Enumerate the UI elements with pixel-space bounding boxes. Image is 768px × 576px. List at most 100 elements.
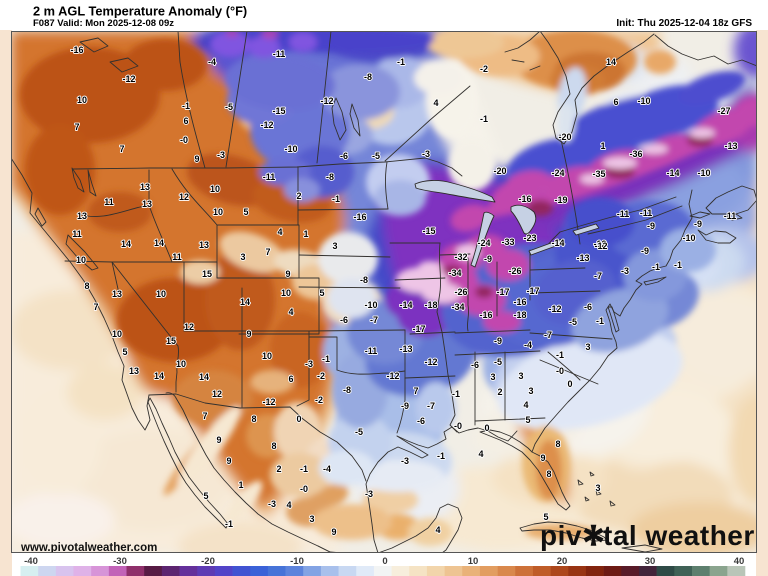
svg-text:-20: -20 — [493, 166, 506, 176]
svg-text:-6: -6 — [584, 302, 592, 312]
svg-text:3: 3 — [528, 386, 533, 396]
svg-text:6: 6 — [288, 374, 293, 384]
svg-text:-23: -23 — [523, 233, 536, 243]
svg-text:15: 15 — [166, 336, 176, 346]
svg-text:4: 4 — [288, 307, 293, 317]
svg-text:-3: -3 — [401, 456, 409, 466]
svg-text:-8: -8 — [326, 172, 334, 182]
svg-text:10: 10 — [77, 95, 87, 105]
svg-text:3: 3 — [309, 514, 314, 524]
svg-text:1: 1 — [238, 480, 243, 490]
svg-text:-16: -16 — [513, 297, 526, 307]
svg-text:-15: -15 — [272, 106, 285, 116]
svg-text:2 m AGL Temperature Anomaly (°: 2 m AGL Temperature Anomaly (°F) — [33, 4, 247, 19]
svg-text:-12: -12 — [262, 397, 275, 407]
svg-text:-14: -14 — [666, 168, 679, 178]
svg-text:-16: -16 — [70, 45, 83, 55]
svg-text:-0: -0 — [556, 366, 564, 376]
svg-text:1: 1 — [303, 229, 308, 239]
svg-text:-1: -1 — [225, 519, 233, 529]
svg-text:4: 4 — [433, 98, 438, 108]
svg-text:-9: -9 — [641, 246, 649, 256]
svg-text:-1: -1 — [397, 57, 405, 67]
svg-text:-5: -5 — [569, 317, 577, 327]
svg-text:9: 9 — [226, 456, 231, 466]
svg-text:14: 14 — [121, 239, 131, 249]
svg-text:-3: -3 — [268, 499, 276, 509]
svg-text:4: 4 — [286, 500, 291, 510]
svg-text:6: 6 — [613, 97, 618, 107]
svg-text:-12: -12 — [386, 371, 399, 381]
svg-text:10: 10 — [156, 289, 166, 299]
svg-text:10: 10 — [213, 207, 223, 217]
svg-text:-20: -20 — [558, 132, 571, 142]
svg-text:-14: -14 — [399, 300, 412, 310]
svg-text:-33: -33 — [501, 237, 514, 247]
svg-text:13: 13 — [199, 240, 209, 250]
svg-text:-12: -12 — [594, 241, 607, 251]
svg-text:9: 9 — [216, 435, 221, 445]
svg-text:12: 12 — [184, 322, 194, 332]
svg-text:piv: piv — [540, 520, 582, 551]
svg-text:-10: -10 — [637, 96, 650, 106]
svg-text:4: 4 — [277, 227, 282, 237]
svg-text:-6: -6 — [417, 416, 425, 426]
svg-text:0: 0 — [382, 556, 387, 567]
svg-text:-7: -7 — [544, 330, 552, 340]
svg-text:-11: -11 — [263, 172, 276, 182]
svg-text:-10: -10 — [697, 168, 710, 178]
svg-text:-0: -0 — [300, 484, 308, 494]
svg-text:-2: -2 — [317, 371, 325, 381]
svg-text:-15: -15 — [422, 226, 435, 236]
svg-text:5: 5 — [543, 512, 548, 522]
svg-text:-14: -14 — [551, 238, 564, 248]
svg-text:3: 3 — [585, 342, 590, 352]
svg-text:-1: -1 — [437, 451, 445, 461]
svg-text:9: 9 — [540, 453, 545, 463]
svg-text:-12: -12 — [320, 96, 333, 106]
svg-text:-1: -1 — [182, 101, 190, 111]
svg-text:14: 14 — [606, 57, 616, 67]
svg-text:-1: -1 — [300, 464, 308, 474]
svg-text:-17: -17 — [412, 324, 425, 334]
svg-text:-1: -1 — [674, 260, 682, 270]
svg-text:-18: -18 — [424, 300, 437, 310]
svg-text:-1: -1 — [332, 194, 340, 204]
svg-text:10: 10 — [262, 351, 272, 361]
svg-text:-10: -10 — [290, 556, 304, 567]
svg-text:8: 8 — [84, 281, 89, 291]
svg-text:-2: -2 — [480, 64, 488, 74]
svg-text:13: 13 — [140, 182, 150, 192]
svg-text:12: 12 — [179, 192, 189, 202]
svg-text:9: 9 — [194, 154, 199, 164]
svg-text:-40: -40 — [24, 556, 38, 567]
svg-text:3: 3 — [240, 252, 245, 262]
svg-text:-1: -1 — [652, 262, 660, 272]
svg-text:10: 10 — [176, 359, 186, 369]
svg-text:-1: -1 — [596, 316, 604, 326]
svg-text:11: 11 — [72, 229, 82, 239]
svg-text:10: 10 — [210, 184, 220, 194]
svg-text:0: 0 — [484, 423, 489, 433]
svg-text:2: 2 — [497, 387, 502, 397]
svg-text:-13: -13 — [576, 253, 589, 263]
svg-text:13: 13 — [129, 366, 139, 376]
svg-text:13: 13 — [112, 289, 122, 299]
svg-text:-16: -16 — [518, 194, 531, 204]
svg-text:-16: -16 — [479, 310, 492, 320]
svg-text:40: 40 — [734, 556, 745, 567]
svg-text:-11: -11 — [724, 211, 737, 221]
svg-text:8: 8 — [271, 441, 276, 451]
svg-text:13: 13 — [77, 211, 87, 221]
svg-text:0: 0 — [296, 414, 301, 424]
svg-text:2: 2 — [276, 464, 281, 474]
svg-text:3: 3 — [332, 241, 337, 251]
svg-text:-0: -0 — [454, 421, 462, 431]
svg-text:-4: -4 — [208, 57, 216, 67]
svg-text:5: 5 — [203, 491, 208, 501]
svg-text:-12: -12 — [593, 239, 606, 249]
svg-text:-12: -12 — [122, 74, 135, 84]
svg-text:30: 30 — [645, 556, 656, 567]
svg-text:-11: -11 — [640, 208, 653, 218]
svg-text:-8: -8 — [360, 275, 368, 285]
